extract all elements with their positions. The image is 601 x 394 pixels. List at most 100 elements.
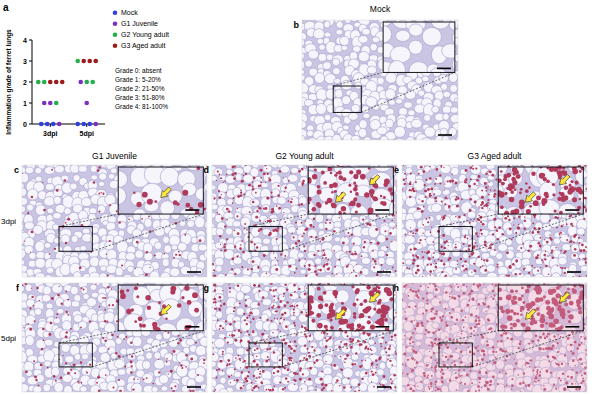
stain <box>240 192 242 194</box>
y-tick-label: 4 <box>23 37 27 44</box>
alveolus <box>506 250 515 259</box>
alveolus <box>442 249 450 258</box>
alveolus <box>305 60 312 67</box>
stain <box>284 258 285 259</box>
alveolus <box>182 183 196 196</box>
alveolus <box>335 203 350 214</box>
stain <box>285 221 287 223</box>
y-tick-label: 1 <box>23 100 27 107</box>
stain <box>295 221 297 223</box>
alveolus <box>351 245 361 254</box>
alveolus <box>334 78 341 83</box>
tissue-image <box>118 167 203 214</box>
stain <box>216 180 217 181</box>
alveolus <box>118 170 127 187</box>
tissue-background <box>22 165 207 277</box>
alveolus <box>35 176 42 182</box>
stain <box>375 263 377 265</box>
stain <box>338 259 340 261</box>
stain <box>260 181 262 183</box>
scale-bar <box>375 209 389 211</box>
alveolus <box>367 66 377 74</box>
stain <box>233 177 236 180</box>
alveolus <box>106 222 116 231</box>
stain <box>252 201 255 204</box>
stain <box>314 169 317 172</box>
alveolus <box>241 217 251 227</box>
alveolus <box>443 91 451 97</box>
alveolus <box>443 181 452 188</box>
alveolus <box>334 273 344 277</box>
alveolus <box>225 175 235 183</box>
stain <box>302 180 304 182</box>
stain <box>355 275 357 277</box>
alveolus <box>440 128 447 135</box>
alveolus <box>80 218 91 227</box>
alveolus <box>452 249 460 257</box>
alveolus <box>394 126 405 137</box>
stain <box>199 239 202 242</box>
alveolus <box>123 274 132 277</box>
alveolus <box>195 217 205 228</box>
stain <box>354 252 357 255</box>
stain <box>234 273 236 275</box>
alveolus <box>451 167 459 175</box>
stain <box>224 225 226 227</box>
stain <box>383 196 386 199</box>
alveolus <box>297 252 304 258</box>
alveolus <box>22 188 27 197</box>
tissue-image <box>302 20 458 140</box>
alveolus <box>160 272 170 277</box>
alveolus <box>318 53 326 61</box>
alveolus <box>297 235 304 242</box>
stain <box>315 273 318 276</box>
alveolus <box>272 245 279 251</box>
stain <box>386 246 388 248</box>
stain <box>390 192 393 196</box>
inset-frame <box>118 167 203 214</box>
stain <box>391 241 393 243</box>
alveolus <box>358 51 369 61</box>
stain <box>322 249 324 251</box>
stain <box>295 268 297 270</box>
stain <box>67 218 70 221</box>
stain <box>313 254 315 256</box>
alveolus <box>452 267 461 274</box>
alveolus <box>431 203 442 212</box>
stain <box>176 203 179 206</box>
stain <box>346 265 348 267</box>
alveolus <box>70 183 78 190</box>
alveolus <box>313 29 324 39</box>
alveolus <box>442 44 455 58</box>
stain <box>236 215 238 217</box>
stain <box>349 235 350 236</box>
data-point <box>87 122 92 127</box>
alveolus <box>408 110 415 116</box>
alveolus <box>22 272 28 277</box>
stain <box>241 180 244 183</box>
alveolus <box>281 265 291 276</box>
stain <box>383 270 384 271</box>
alveolus <box>262 205 270 213</box>
alveolus <box>349 272 360 277</box>
stain <box>316 236 318 238</box>
scale-bar <box>437 68 451 70</box>
alveolus <box>250 199 260 206</box>
stain <box>246 229 248 231</box>
alveolus <box>336 21 343 28</box>
stain <box>346 251 347 252</box>
stain <box>128 219 130 221</box>
arrow <box>158 186 173 201</box>
stain <box>328 267 330 269</box>
stain <box>325 222 327 224</box>
stain <box>252 181 253 182</box>
x-tick <box>86 124 87 127</box>
alveolus <box>144 218 152 227</box>
alveolus <box>53 189 63 197</box>
alveolus <box>450 196 460 205</box>
stain <box>353 182 356 185</box>
stain <box>354 251 356 253</box>
stain <box>302 182 305 185</box>
stain <box>271 211 274 214</box>
alveolus <box>164 245 171 253</box>
